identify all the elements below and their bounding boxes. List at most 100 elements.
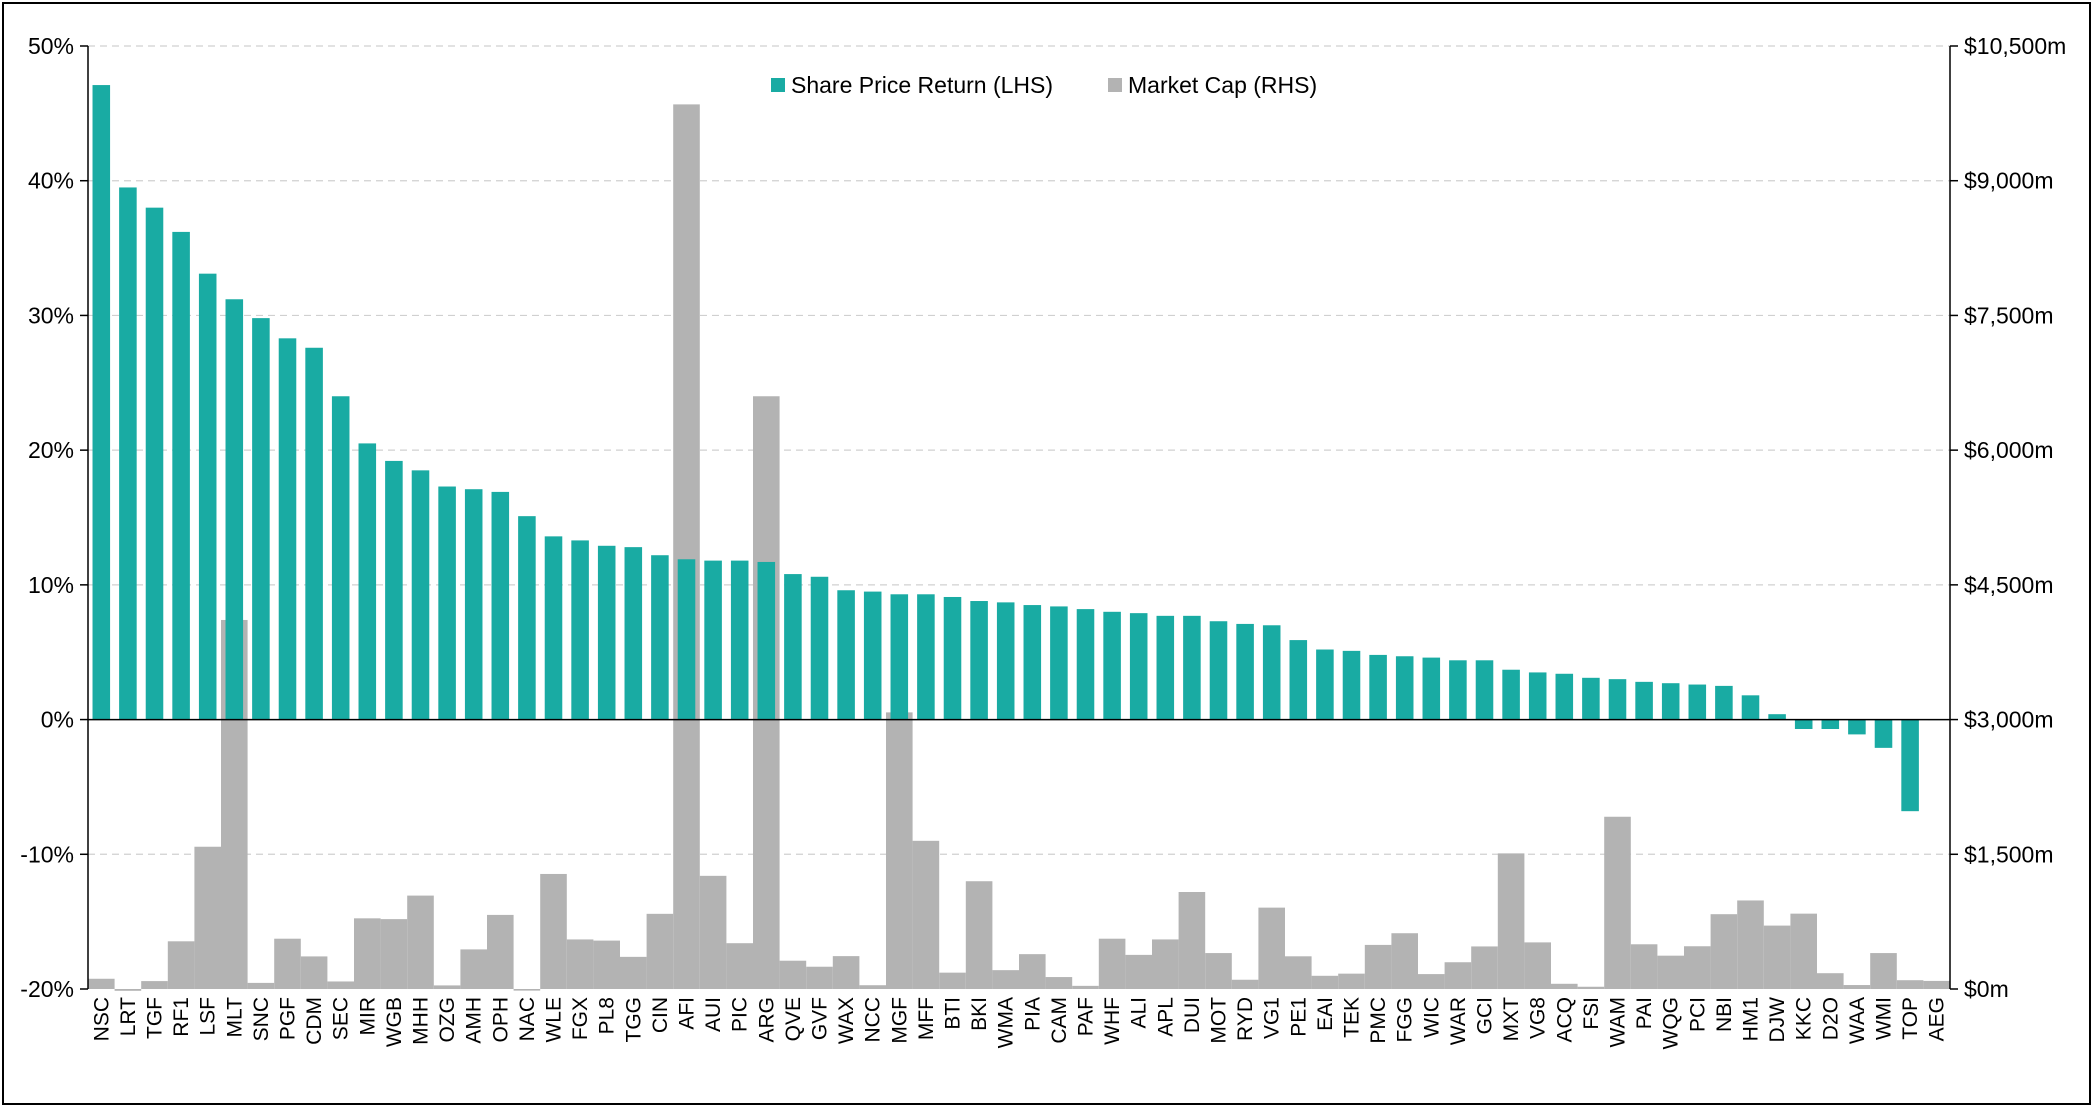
category-label: RF1 — [170, 997, 193, 1037]
share-price-return-bar-whf — [1103, 611, 1121, 720]
share-price-return-bar-aui — [704, 560, 722, 720]
market-cap-bar-amh — [460, 949, 487, 989]
market-cap-bar-hm1 — [1737, 900, 1764, 989]
category-label: SNC — [250, 997, 273, 1041]
category-label: RYD — [1234, 997, 1257, 1041]
share-price-return-bar-fsi — [1582, 677, 1600, 720]
share-price-return-bar-cam — [1050, 606, 1068, 720]
market-cap-bar-pgf — [274, 938, 301, 989]
market-cap-bar-eai — [1311, 975, 1339, 989]
left-axis-tick-label: 50% — [28, 33, 74, 59]
category-label: LRT — [117, 997, 140, 1036]
right-axis-tick-label: $10,500m — [1964, 33, 2066, 59]
category-label: MOT — [1208, 997, 1231, 1044]
market-cap-bar-pai — [1630, 944, 1658, 989]
share-price-return-bar-pai — [1635, 681, 1653, 720]
category-label: FGX — [569, 997, 592, 1040]
market-cap-bar-wam — [1604, 816, 1631, 989]
share-price-return-bar-hm1 — [1741, 695, 1760, 720]
share-price-return-bar-bti — [943, 596, 962, 720]
market-cap-bar-aui — [699, 875, 727, 989]
legend-swatch-market-cap — [1108, 78, 1122, 92]
axes: -20% -10% 0% 10% 20% 30% 40% 50% $0m $1,500m $3,00… — [20, 33, 2066, 1002]
category-label: OPH — [489, 997, 512, 1043]
market-cap-bar-war — [1444, 962, 1472, 989]
market-cap-bar-nbi — [1710, 914, 1738, 989]
category-label: BKI — [968, 997, 991, 1031]
category-label: CDM — [303, 997, 326, 1045]
share-price-return-bar-arg — [757, 561, 776, 720]
category-label: ALI — [1128, 997, 1151, 1029]
share-price-return-bar-nbi — [1715, 685, 1733, 720]
share-price-return-bar-fgg — [1395, 656, 1414, 720]
market-cap-bar-kkc — [1790, 913, 1817, 989]
share-price-return-bar-lrt — [119, 187, 137, 720]
share-price-return-bar-ozg — [438, 486, 456, 720]
category-label: MXT — [1500, 997, 1523, 1042]
left-axis-tick-label: 30% — [28, 302, 74, 328]
right-axis-tick-label: $3,000m — [1964, 707, 2054, 733]
share-price-return-bar-wam — [1608, 679, 1627, 720]
share-price-return-bar-djw — [1768, 714, 1786, 720]
right-axis-tick-label: $1,500m — [1964, 841, 2054, 867]
category-label: LSF — [197, 997, 220, 1036]
right-axis-tick-label: $9,000m — [1964, 168, 2054, 194]
category-label: WAM — [1607, 997, 1630, 1048]
category-label: PIC — [729, 997, 752, 1032]
category-label: CIN — [649, 997, 672, 1033]
share-price-return-bar-tgf — [145, 207, 164, 720]
share-price-return-bar-apl — [1156, 615, 1175, 720]
market-cap-bar-wmi — [1870, 953, 1897, 989]
category-label: ARG — [755, 997, 778, 1043]
market-cap-bar-nsc — [88, 978, 115, 989]
category-label: WLE — [543, 997, 566, 1043]
market-cap-bar-d2o — [1817, 973, 1844, 989]
category-label: WIC — [1420, 997, 1443, 1038]
share-price-return-bar-ali — [1129, 613, 1148, 720]
category-label: BTI — [942, 997, 965, 1030]
market-cap-bar-paf — [1072, 985, 1099, 989]
category-label: NAC — [516, 997, 539, 1041]
right-axis-tick-label: $7,500m — [1964, 302, 2054, 328]
category-label: AMH — [463, 997, 486, 1044]
market-cap-bar-oph — [487, 914, 514, 989]
market-cap-bar-qve — [779, 960, 807, 989]
share-price-return-bar-tgg — [624, 547, 643, 720]
share-price-return-bar-mir — [358, 443, 377, 720]
share-price-return-series — [92, 85, 1946, 812]
market-cap-bar-wax — [832, 956, 860, 989]
share-price-return-bar-oph — [491, 491, 510, 720]
market-cap-bar-lsf — [194, 846, 221, 989]
market-cap-series — [88, 104, 1950, 991]
market-cap-bar-wic — [1418, 974, 1445, 989]
category-label: WMI — [1873, 997, 1896, 1040]
category-label: HM1 — [1740, 997, 1763, 1041]
category-label: WQG — [1660, 997, 1683, 1050]
share-price-return-bar-eai — [1316, 649, 1334, 720]
left-axis-tick-label: 0% — [41, 707, 74, 733]
category-label: OZG — [436, 997, 459, 1043]
share-price-return-bar-cin — [651, 555, 669, 720]
market-cap-bar-top — [1896, 980, 1924, 989]
category-label: AUI — [702, 997, 725, 1032]
market-cap-bar-ozg — [433, 985, 461, 989]
category-label: QVE — [782, 997, 805, 1041]
market-cap-bar-rf1 — [167, 941, 195, 989]
share-price-return-bar-mxt — [1502, 669, 1520, 720]
category-label: PAI — [1633, 997, 1656, 1029]
left-axis-tick-label: -10% — [20, 841, 74, 867]
category-label: GVF — [809, 997, 832, 1040]
market-cap-bar-wle — [540, 873, 567, 989]
share-price-return-bar-nsc — [92, 85, 111, 720]
share-price-return-bar-vg8 — [1528, 672, 1547, 720]
category-label: DJW — [1766, 997, 1789, 1043]
category-label: PCI — [1686, 997, 1709, 1032]
market-cap-bar-bki — [965, 881, 993, 989]
market-cap-bar-dui — [1178, 892, 1206, 989]
share-price-return-bar-wgb — [385, 460, 403, 720]
share-price-return-bar-wmi — [1874, 719, 1893, 748]
market-cap-bar-gci — [1471, 946, 1498, 989]
market-cap-bar-mxt — [1497, 853, 1525, 989]
share-price-return-bar-pmc — [1369, 654, 1387, 720]
